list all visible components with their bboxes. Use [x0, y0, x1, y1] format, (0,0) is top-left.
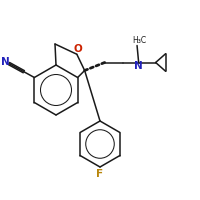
Text: N: N [1, 57, 10, 67]
Text: H₃C: H₃C [132, 36, 147, 45]
Text: O: O [73, 44, 82, 54]
Text: F: F [96, 169, 104, 179]
Text: N: N [134, 61, 143, 71]
